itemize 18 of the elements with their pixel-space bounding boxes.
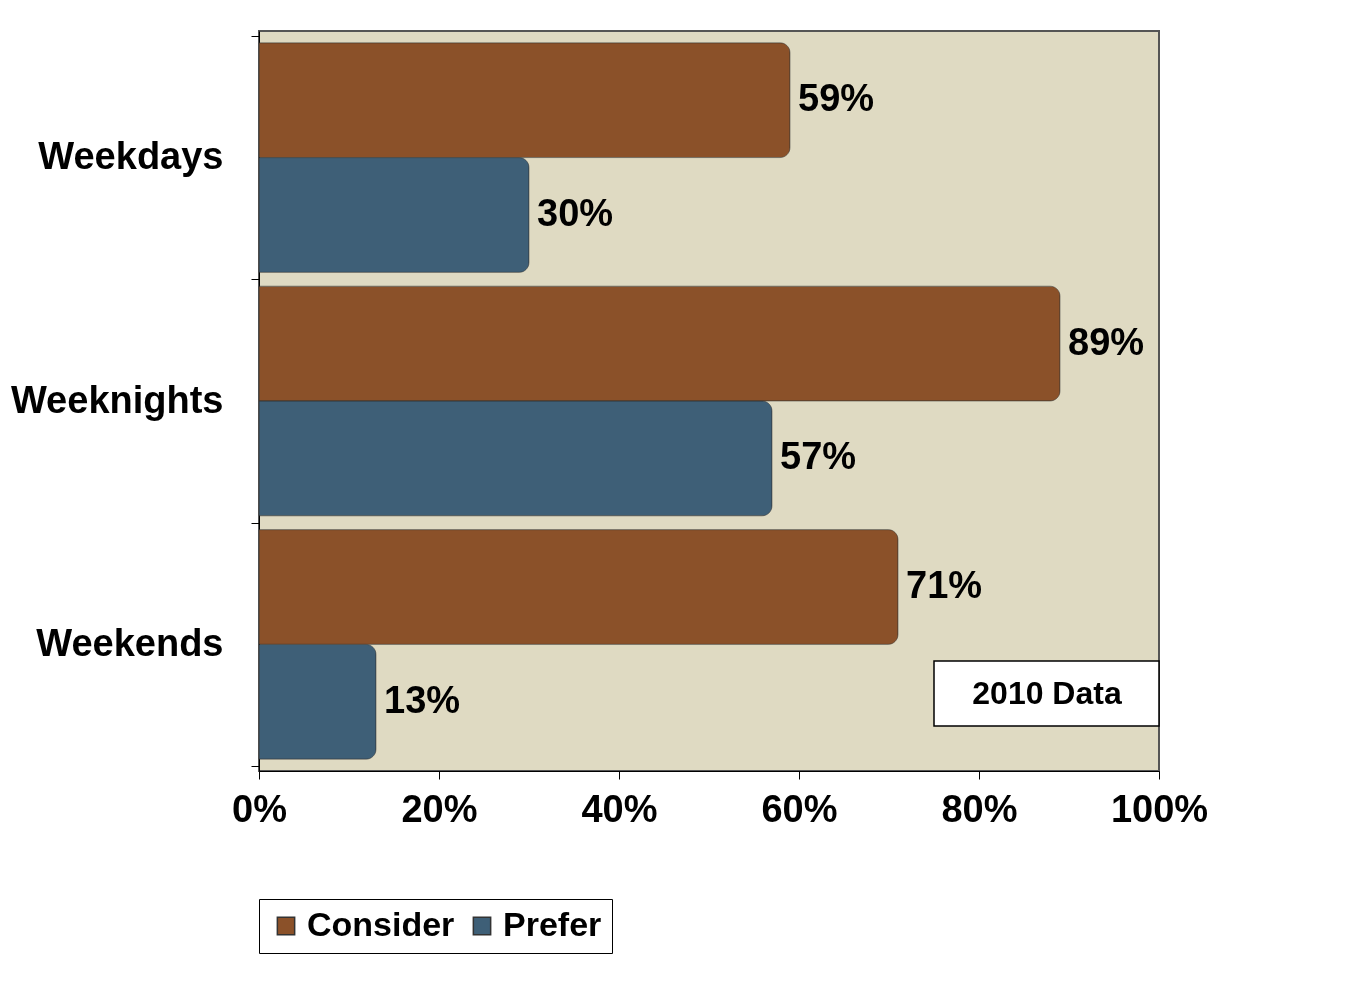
data-label: 13% — [384, 678, 461, 721]
x-tick-label: 60% — [761, 787, 838, 830]
x-tick-label: 20% — [401, 787, 478, 830]
x-tick-label: 80% — [941, 787, 1018, 830]
data-label: 59% — [798, 77, 875, 120]
legend-label: Prefer — [503, 905, 602, 943]
data-label: 30% — [537, 191, 614, 234]
data-label: 89% — [1068, 320, 1145, 363]
data-label: 71% — [906, 564, 983, 607]
y-tick-label: Weekdays — [38, 135, 224, 178]
x-tick-label: 0% — [232, 787, 287, 830]
annotation: 2010 Data — [972, 675, 1122, 711]
x-tick-label: 40% — [581, 787, 658, 830]
x-tick-label: 100% — [1110, 787, 1209, 830]
data-label: 57% — [780, 435, 857, 478]
y-tick-label: Weeknights — [10, 378, 224, 421]
y-tick-label: Weekends — [36, 621, 224, 664]
legend-label: Consider — [307, 905, 455, 943]
